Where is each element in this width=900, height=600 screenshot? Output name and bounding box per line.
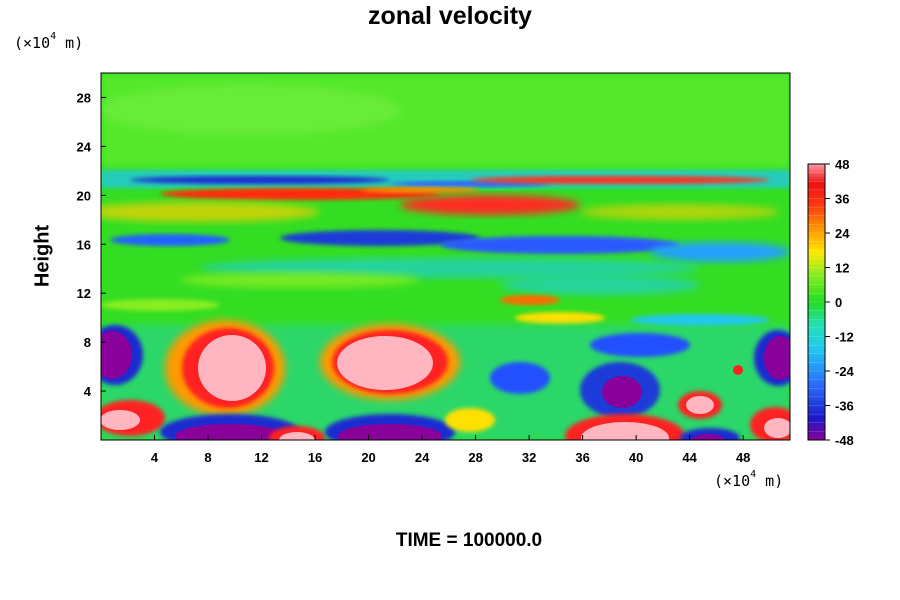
y-tick-label: 4 — [84, 384, 92, 399]
x-tick-label: 40 — [629, 450, 643, 465]
x-tick-label: 16 — [308, 450, 322, 465]
y-tick-label: 16 — [77, 237, 91, 252]
colorbar: 48 36 24 12 0 -12 -24 -36 -48 — [807, 157, 855, 448]
chart-title: zonal velocity — [368, 2, 532, 30]
x-tick-label: 8 — [204, 450, 211, 465]
colorbar-tick-label: 12 — [835, 261, 849, 276]
x-tick-label: 28 — [468, 450, 482, 465]
x-tick-label: 20 — [361, 450, 375, 465]
colorbar-tick-labels: 48 36 24 12 0 -12 -24 -36 -48 — [825, 157, 855, 448]
colorbar-tick-label: -48 — [835, 433, 854, 448]
y-unit-label: (×104 m) — [14, 31, 84, 52]
x-tick-label: 24 — [415, 450, 430, 465]
y-tick-label: 24 — [77, 139, 92, 154]
colorbar-tick-label: 36 — [835, 192, 849, 207]
y-tick-label: 12 — [77, 286, 91, 301]
heatmap-field — [101, 73, 790, 440]
x-tick-label: 4 — [151, 450, 159, 465]
colorbar-tick-label: -12 — [835, 330, 854, 345]
y-tick-label: 20 — [77, 188, 91, 203]
x-tick-label: 12 — [254, 450, 268, 465]
colorbar-level-lines — [808, 172, 825, 432]
colorbar-tick-label: -36 — [835, 399, 854, 414]
y-axis-ticks: 4 8 12 16 20 24 28 — [77, 90, 106, 399]
x-tick-label: 32 — [522, 450, 536, 465]
x-tick-label: 44 — [682, 450, 697, 465]
colorbar-tick-label: 24 — [835, 226, 850, 241]
colorbar-tick-label: 48 — [835, 157, 849, 172]
x-unit-label: (×104 m) — [714, 469, 784, 490]
y-tick-label: 28 — [77, 90, 91, 105]
plot-frame — [100, 72, 791, 441]
x-tick-label: 36 — [575, 450, 589, 465]
y-tick-label: 8 — [84, 335, 91, 350]
colorbar-tick-label: -24 — [835, 364, 855, 379]
colorbar-tick-label: 0 — [835, 295, 842, 310]
x-axis-ticks: 4 8 12 16 20 24 28 32 36 40 44 48 — [151, 435, 750, 465]
x-tick-label: 48 — [736, 450, 750, 465]
time-label: TIME = 100000.0 — [395, 530, 543, 551]
